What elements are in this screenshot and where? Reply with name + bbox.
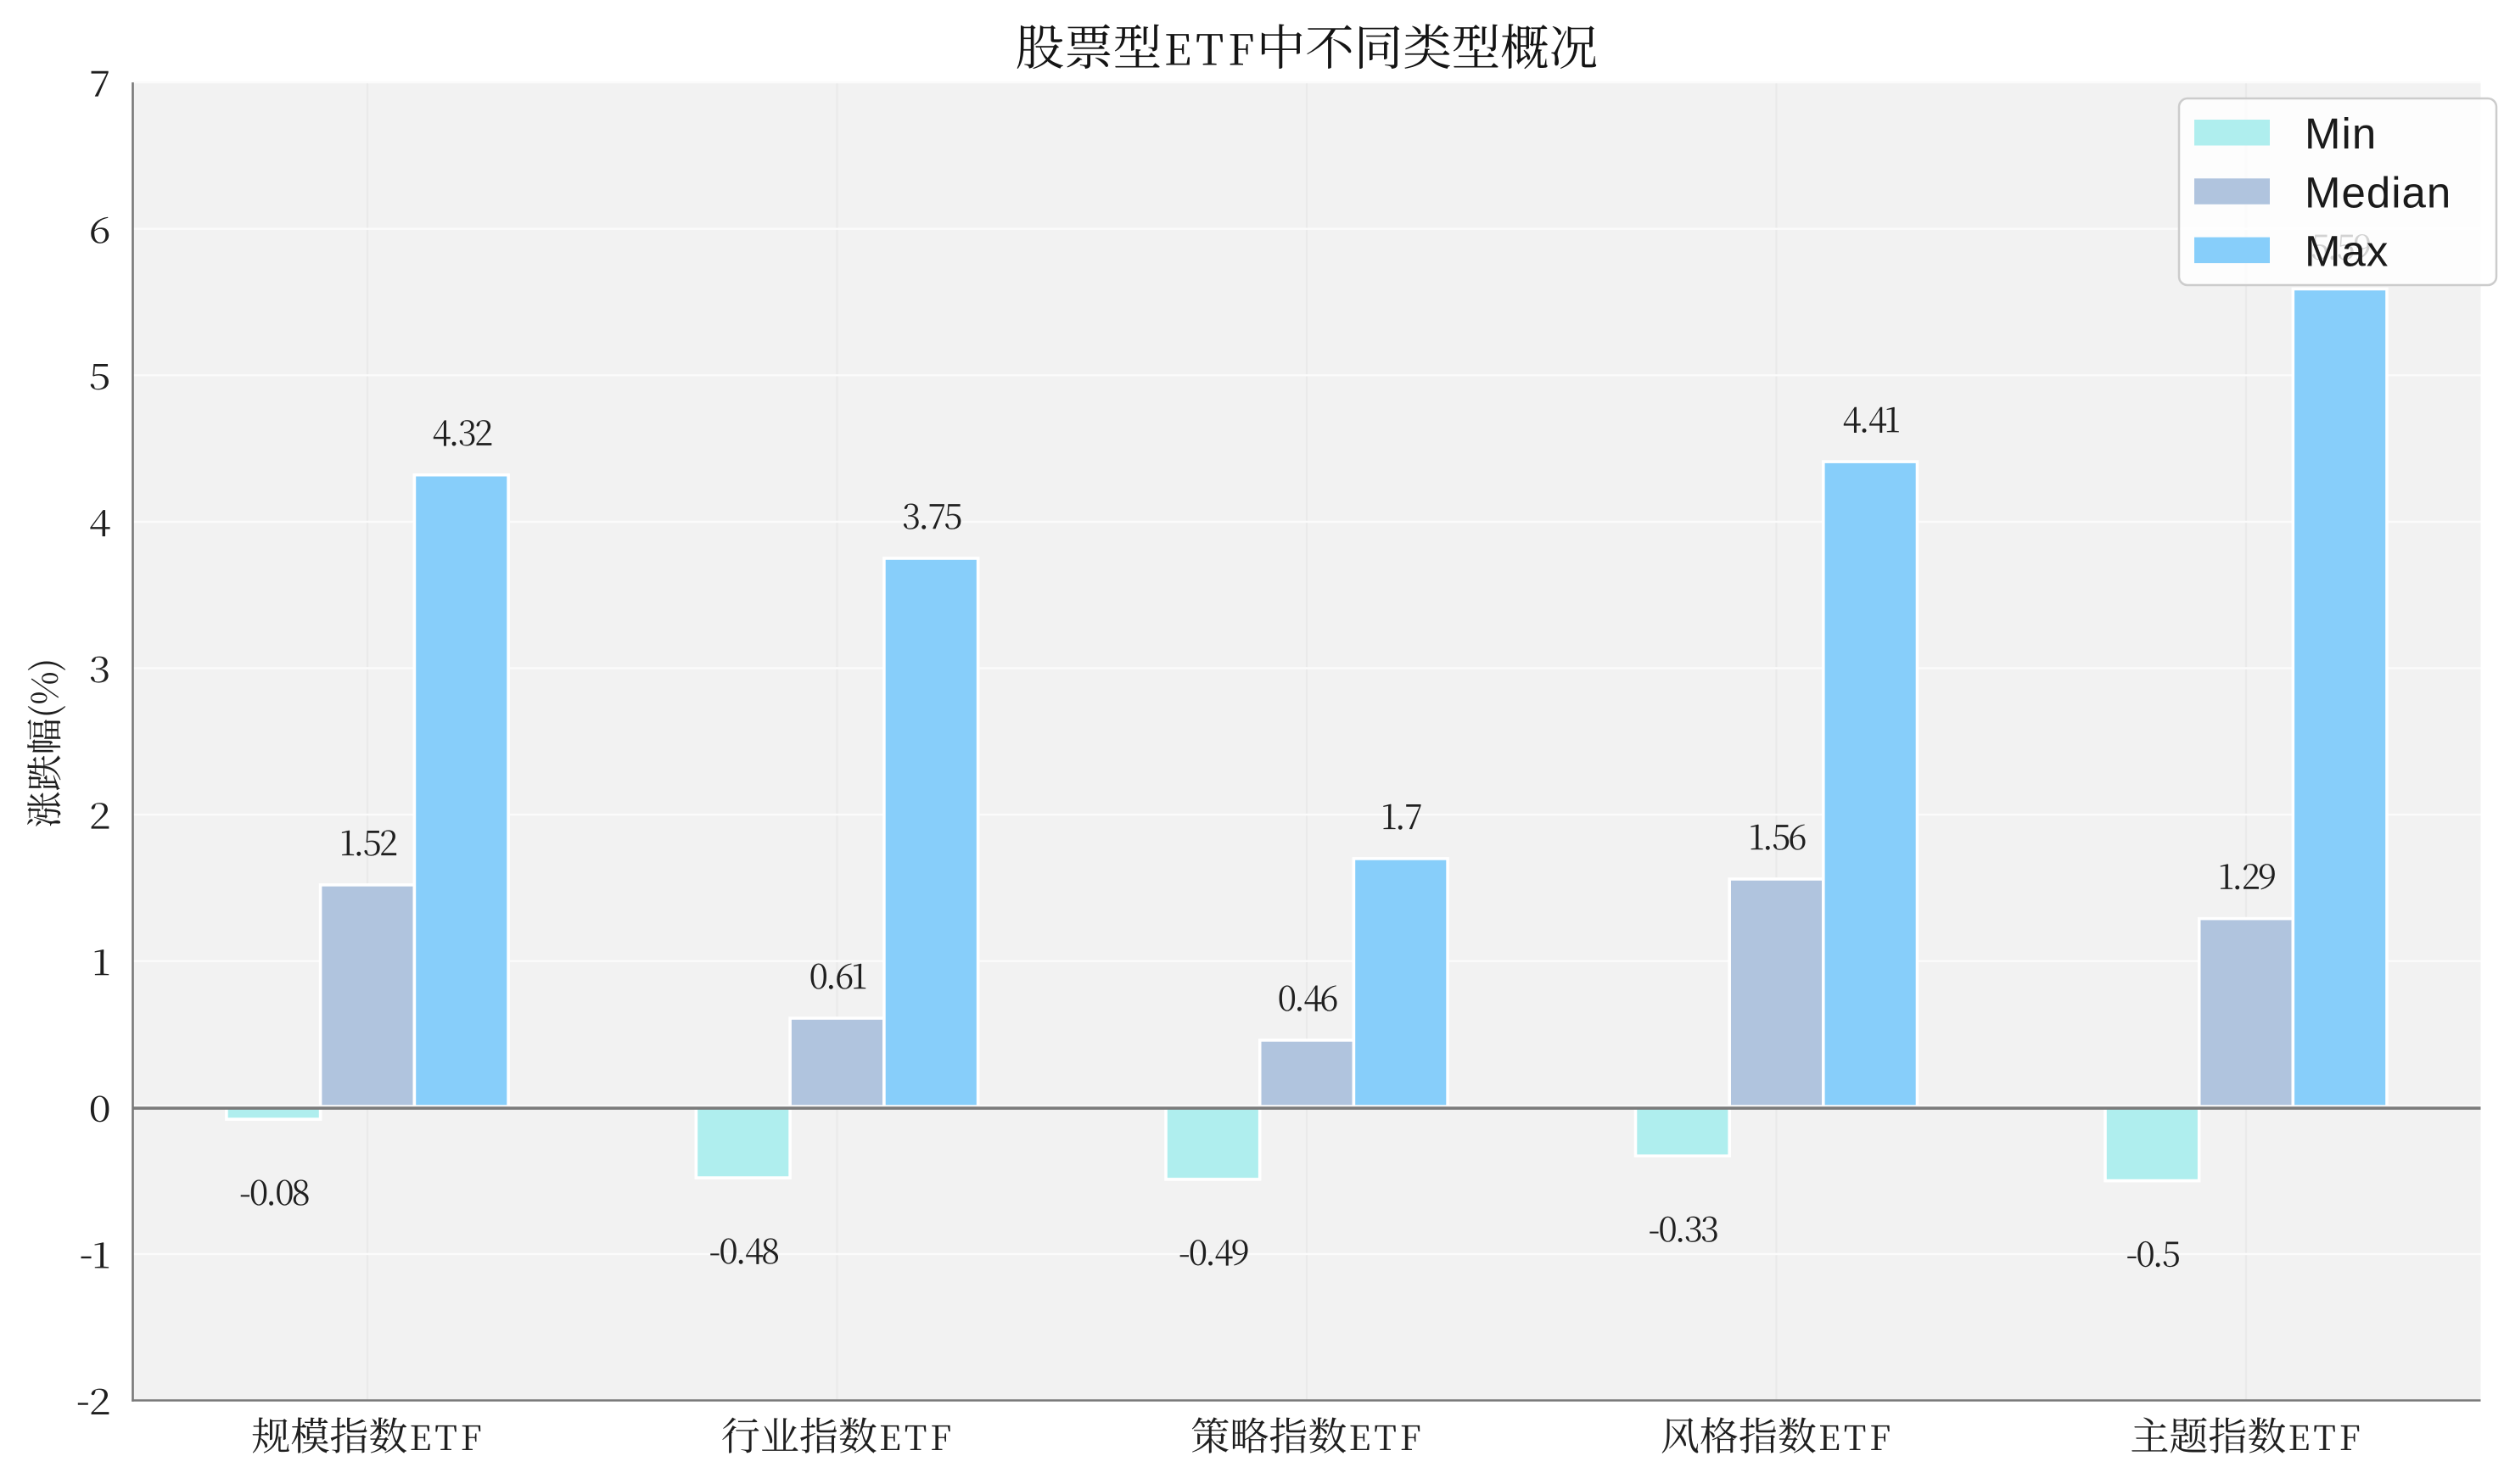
svg-text:Max: Max [2305,227,2389,276]
svg-text:Median: Median [2305,168,2451,216]
svg-text:Min: Min [2305,109,2377,158]
